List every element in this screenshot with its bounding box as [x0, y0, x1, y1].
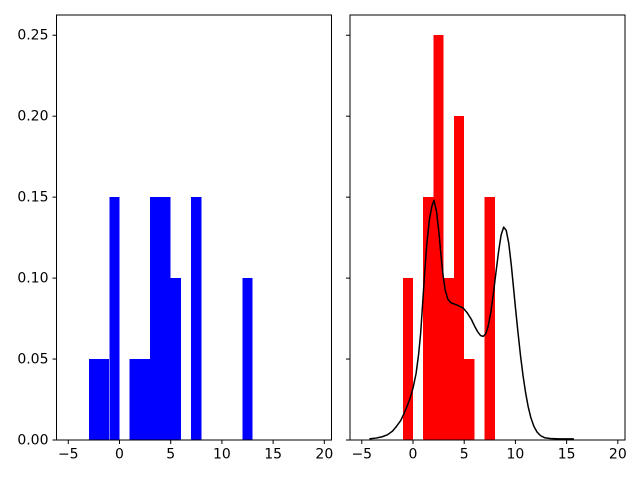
x-tick-label: 15 [558, 447, 576, 463]
x-tick-label: −5 [351, 447, 372, 463]
histogram-bar [191, 197, 202, 440]
x-tick-label: 0 [115, 447, 124, 463]
histogram-bar [423, 197, 434, 440]
y-tick-label: 0.05 [17, 352, 48, 368]
x-tick-label: 0 [409, 447, 418, 463]
histogram-bar [150, 197, 161, 440]
x-tick-label: 5 [460, 447, 469, 463]
x-tick-label: 15 [264, 447, 282, 463]
histogram-bar [464, 359, 475, 440]
histogram-bar [433, 35, 444, 441]
y-tick-label: 0.15 [17, 190, 48, 206]
x-tick-label: −5 [58, 447, 79, 463]
histogram-bar [160, 197, 171, 440]
histogram-bar [170, 278, 181, 440]
y-tick-label: 0.20 [17, 109, 48, 125]
kde-curve [369, 199, 575, 440]
histogram-bar [88, 359, 99, 440]
histogram-bar [443, 278, 454, 440]
histogram-bar [129, 359, 140, 440]
histogram-bar [242, 278, 253, 440]
x-tick-label: 20 [609, 447, 627, 463]
histogram-bar [99, 359, 110, 440]
x-tick-label: 10 [213, 447, 231, 463]
y-tick-label: 0.10 [17, 271, 48, 287]
x-tick-label: 10 [506, 447, 524, 463]
y-tick-label: 0.00 [17, 433, 48, 449]
histogram-bar [402, 278, 413, 440]
y-tick-label: 0.25 [17, 28, 48, 44]
axes-spine [349, 14, 626, 441]
axes-spine [56, 14, 332, 441]
x-tick-label: 20 [315, 447, 333, 463]
x-tick-label: 5 [166, 447, 175, 463]
histogram-bar [139, 359, 151, 440]
histogram-bar [453, 116, 465, 440]
histogram-bar [109, 197, 120, 440]
